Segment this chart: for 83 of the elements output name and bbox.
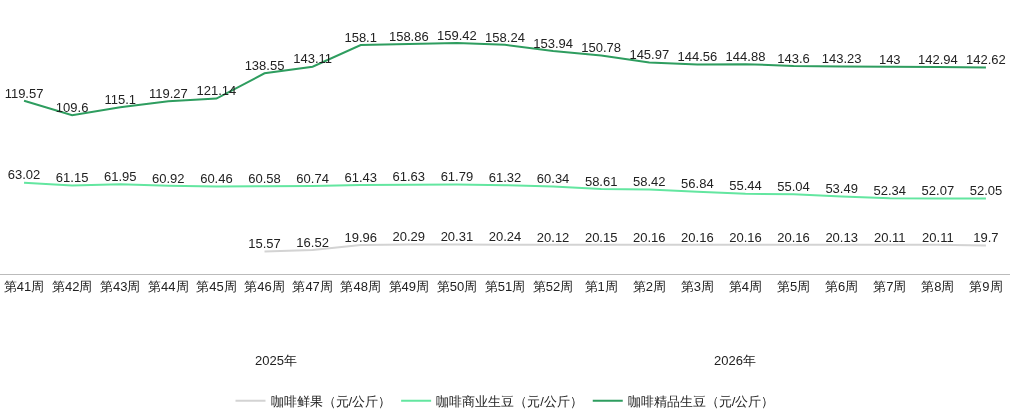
data-label: 20.11 bbox=[922, 229, 954, 245]
legend-label: 咖啡商业生豆（元/公斤） bbox=[436, 393, 583, 409]
data-label: 60.74 bbox=[296, 170, 329, 186]
data-label: 60.46 bbox=[200, 171, 233, 187]
x-tick-label: 第45周 bbox=[196, 278, 237, 294]
data-label: 61.32 bbox=[488, 169, 522, 185]
data-label: 142.94 bbox=[917, 51, 958, 67]
data-label: 158.24 bbox=[485, 29, 525, 45]
data-label: 145.97 bbox=[629, 47, 670, 63]
data-label: 16.52 bbox=[296, 234, 329, 250]
data-label: 143.6 bbox=[777, 50, 810, 66]
legend-label: 咖啡鲜果（元/公斤） bbox=[270, 393, 392, 409]
data-label: 19.7 bbox=[973, 230, 999, 246]
data-label: 20.16 bbox=[777, 229, 810, 245]
data-label: 60.92 bbox=[152, 170, 185, 186]
data-label: 150.78 bbox=[581, 40, 622, 56]
data-label: 20.16 bbox=[633, 229, 666, 245]
data-label: 144.88 bbox=[725, 48, 766, 64]
x-tick-label: 第9周 bbox=[969, 278, 1003, 294]
data-label: 20.11 bbox=[873, 229, 906, 245]
data-label: 58.61 bbox=[584, 173, 618, 189]
data-label: 52.05 bbox=[969, 183, 1003, 199]
x-tick-label: 第43周 bbox=[100, 278, 141, 294]
data-label: 60.34 bbox=[536, 171, 570, 187]
x-tick-label: 第42周 bbox=[51, 278, 93, 294]
data-label: 138.55 bbox=[244, 58, 285, 74]
data-label: 143.23 bbox=[821, 51, 862, 67]
data-label: 119.57 bbox=[4, 85, 44, 101]
x-tick-label: 第3周 bbox=[680, 278, 714, 294]
data-label: 20.12 bbox=[536, 229, 570, 245]
data-label: 60.58 bbox=[248, 171, 281, 186]
data-label: 61.63 bbox=[392, 169, 426, 185]
x-tick-label: 第48周 bbox=[340, 278, 381, 294]
data-label: 53.49 bbox=[825, 181, 858, 197]
data-label: 20.31 bbox=[440, 229, 474, 245]
x-tick-label: 第41周 bbox=[3, 278, 45, 294]
data-label: 20.24 bbox=[488, 229, 522, 245]
data-label: 159.42 bbox=[437, 27, 477, 43]
data-label: 158.86 bbox=[388, 28, 429, 44]
data-label: 63.02 bbox=[7, 167, 41, 183]
x-tick-label: 第51周 bbox=[484, 278, 526, 294]
x-tick-label: 第8周 bbox=[921, 278, 955, 294]
text: 2026年 bbox=[714, 353, 756, 368]
x-tick-label: 第1周 bbox=[584, 278, 618, 294]
data-label: 19.96 bbox=[344, 229, 377, 245]
legend-label: 咖啡精品生豆（元/公斤） bbox=[627, 393, 775, 409]
data-label: 115.1 bbox=[104, 92, 137, 108]
data-label: 58.42 bbox=[633, 174, 666, 190]
data-label: 55.44 bbox=[729, 178, 762, 194]
data-label: 56.84 bbox=[681, 176, 714, 192]
x-tick-label: 第46周 bbox=[244, 278, 285, 294]
data-label: 15.57 bbox=[248, 236, 281, 252]
data-label: 61.95 bbox=[103, 169, 137, 185]
data-label: 52.34 bbox=[873, 182, 907, 198]
x-tick-label: 第52周 bbox=[532, 278, 574, 294]
data-label: 20.16 bbox=[729, 229, 762, 245]
x-tick-label: 第50周 bbox=[436, 278, 478, 294]
text: 2025年 bbox=[255, 353, 297, 368]
data-label: 109.6 bbox=[55, 100, 89, 115]
data-label: 20.15 bbox=[584, 229, 618, 245]
data-label: 143.11 bbox=[293, 51, 333, 67]
data-label: 20.16 bbox=[681, 229, 714, 245]
data-label: 61.15 bbox=[55, 170, 89, 186]
x-tick-label: 第49周 bbox=[388, 278, 430, 294]
x-tick-label: 第6周 bbox=[825, 278, 859, 294]
data-label: 119.27 bbox=[148, 86, 188, 101]
x-tick-label: 第44周 bbox=[148, 278, 189, 294]
x-tick-label: 第4周 bbox=[728, 278, 763, 294]
data-label: 20.29 bbox=[392, 229, 426, 245]
data-label: 143 bbox=[878, 51, 901, 67]
data-label: 142.62 bbox=[966, 52, 1006, 68]
data-label: 55.04 bbox=[777, 179, 810, 195]
x-tick-label: 第2周 bbox=[632, 278, 666, 294]
data-label: 158.1 bbox=[344, 29, 377, 45]
data-label: 20.13 bbox=[825, 229, 858, 245]
data-label: 52.07 bbox=[921, 183, 955, 199]
data-label: 61.79 bbox=[440, 169, 474, 185]
x-tick-label: 第47周 bbox=[292, 278, 333, 294]
data-label: 153.94 bbox=[533, 35, 573, 51]
data-label: 61.43 bbox=[344, 169, 377, 185]
x-tick-label: 第5周 bbox=[776, 278, 811, 294]
data-label: 144.56 bbox=[677, 49, 718, 65]
x-tick-label: 第7周 bbox=[873, 278, 907, 294]
